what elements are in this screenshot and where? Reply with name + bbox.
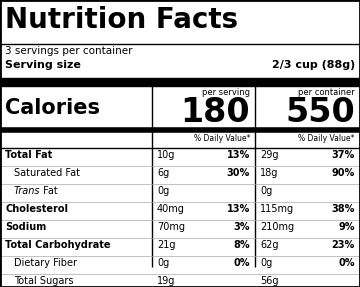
Text: Serving size: Serving size	[5, 60, 81, 70]
Text: 21g: 21g	[157, 240, 176, 250]
Text: 62g: 62g	[260, 240, 279, 250]
Text: Saturated Fat: Saturated Fat	[14, 168, 80, 178]
Text: 0g: 0g	[157, 186, 169, 196]
Text: 0g: 0g	[260, 258, 272, 268]
Text: Trans: Trans	[14, 186, 40, 196]
Text: 3%: 3%	[234, 222, 250, 232]
Text: 210mg: 210mg	[260, 222, 294, 232]
Text: 70mg: 70mg	[157, 222, 185, 232]
Text: Nutrition Facts: Nutrition Facts	[5, 6, 238, 34]
Text: Total Fat: Total Fat	[5, 150, 52, 160]
Text: 115mg: 115mg	[260, 204, 294, 214]
Text: 3 servings per container: 3 servings per container	[5, 46, 132, 56]
Text: 37%: 37%	[332, 150, 355, 160]
Text: 56g: 56g	[260, 276, 279, 286]
Text: 0g: 0g	[157, 258, 169, 268]
Text: 18g: 18g	[260, 168, 278, 178]
Text: Cholesterol: Cholesterol	[5, 204, 68, 214]
Text: % Daily Value*: % Daily Value*	[194, 134, 250, 143]
Text: 180: 180	[180, 96, 250, 129]
Text: 2/3 cup (88g): 2/3 cup (88g)	[272, 60, 355, 70]
Text: Total Sugars: Total Sugars	[14, 276, 73, 286]
Text: 0%: 0%	[338, 258, 355, 268]
Text: % Daily Value*: % Daily Value*	[298, 134, 355, 143]
Text: 8%: 8%	[233, 240, 250, 250]
Text: 6g: 6g	[157, 168, 169, 178]
Text: 23%: 23%	[332, 240, 355, 250]
Text: Dietary Fiber: Dietary Fiber	[14, 258, 77, 268]
Text: Fat: Fat	[40, 186, 58, 196]
Text: 29g: 29g	[260, 150, 279, 160]
Text: 19g: 19g	[157, 276, 175, 286]
Text: per serving: per serving	[202, 88, 250, 97]
Text: Total Carbohydrate: Total Carbohydrate	[5, 240, 111, 250]
Text: Sodium: Sodium	[5, 222, 46, 232]
Text: Calories: Calories	[5, 98, 100, 118]
Text: per container: per container	[298, 88, 355, 97]
Text: 40mg: 40mg	[157, 204, 185, 214]
Text: 38%: 38%	[332, 204, 355, 214]
Text: 13%: 13%	[227, 204, 250, 214]
Bar	[0, 78, 360, 86]
Text: 0%: 0%	[234, 258, 250, 268]
Text: 550: 550	[285, 96, 355, 129]
Text: 9%: 9%	[338, 222, 355, 232]
Text: 0g: 0g	[260, 186, 272, 196]
Text: 90%: 90%	[332, 168, 355, 178]
Text: 10g: 10g	[157, 150, 175, 160]
Text: 13%: 13%	[227, 150, 250, 160]
Text: 30%: 30%	[227, 168, 250, 178]
